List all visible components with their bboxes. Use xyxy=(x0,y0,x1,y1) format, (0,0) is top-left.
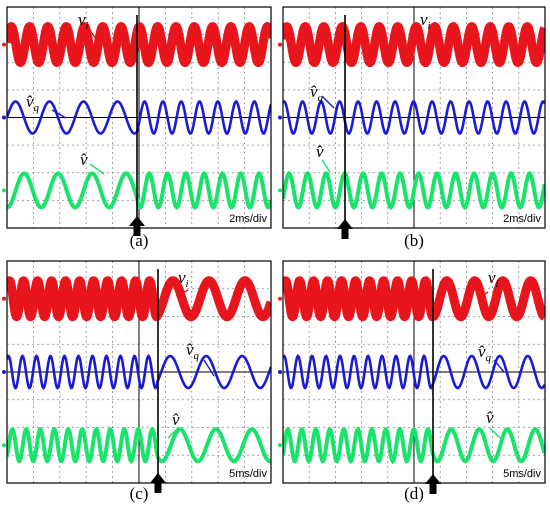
vhat-trace xyxy=(7,426,271,464)
vi-label: vi xyxy=(78,10,89,32)
channel-level-marker xyxy=(2,188,6,193)
label-pointer-arrow xyxy=(321,159,331,173)
vi-label: vi xyxy=(488,268,499,290)
label-pointer-arrow xyxy=(321,95,335,109)
scope-frame xyxy=(6,260,272,484)
channel-level-marker xyxy=(2,370,6,374)
vq-trace xyxy=(283,100,545,136)
vq-label: v̂q xyxy=(26,92,40,114)
label-pointer-arrow xyxy=(477,291,489,299)
event-arrow-icon xyxy=(425,474,441,494)
vq-trace xyxy=(7,354,271,390)
timebase-label: 2ms/div xyxy=(229,213,267,225)
label-pointer-arrow xyxy=(87,27,101,45)
label-pointer-arrow xyxy=(493,359,505,373)
vq-label: v̂q xyxy=(478,342,492,364)
channel-level-marker xyxy=(278,42,282,47)
vhat-label: v̂ xyxy=(316,142,324,161)
vhat-label: v̂ xyxy=(172,410,180,429)
vi-trace xyxy=(7,22,271,68)
label-pointer-arrow xyxy=(89,163,105,175)
scope-frame xyxy=(282,260,546,484)
label-pointer-arrow xyxy=(167,427,179,439)
channel-level-marker xyxy=(278,443,282,448)
channel-level-marker xyxy=(278,370,282,374)
vq-label: v̂q xyxy=(186,340,200,362)
panel-a: vi v̂q v̂ 2ms/div (a) xyxy=(2,6,272,250)
panel-caption: (c) xyxy=(130,484,149,503)
channel-level-marker xyxy=(278,188,282,193)
timebase-label: 5ms/div xyxy=(229,468,267,480)
vi-trace xyxy=(7,276,271,322)
vq-label: v̂q xyxy=(310,82,324,104)
event-arrow-icon xyxy=(129,216,145,236)
vi-label: vi xyxy=(420,10,431,32)
label-pointer-arrow xyxy=(51,109,67,119)
vhat-trace xyxy=(283,426,545,465)
vq-trace xyxy=(7,99,271,136)
vi-label: vi xyxy=(178,268,189,290)
vq-trace xyxy=(283,354,545,390)
channel-level-marker xyxy=(2,42,6,47)
vhat-trace xyxy=(283,170,545,210)
channel-level-marker xyxy=(278,115,282,120)
vhat-label: v̂ xyxy=(80,150,88,169)
channel-level-marker xyxy=(2,296,6,301)
panel-caption: (b) xyxy=(404,231,424,250)
panel-caption: (a) xyxy=(130,231,149,250)
label-pointer-arrow xyxy=(203,359,215,377)
panel-caption: (d) xyxy=(404,484,424,503)
vhat-label: v̂ xyxy=(486,408,494,427)
channel-level-marker xyxy=(2,115,6,120)
vi-trace xyxy=(283,22,545,68)
event-arrow-icon xyxy=(150,473,166,493)
scope-frame xyxy=(282,6,546,229)
event-arrow-icon xyxy=(337,219,353,239)
panel-c: vi v̂q v̂ 5ms/div (c) xyxy=(2,260,272,503)
channel-level-marker xyxy=(278,296,282,301)
vhat-trace xyxy=(7,171,271,210)
channel-level-marker xyxy=(2,443,6,448)
label-pointer-arrow xyxy=(489,427,501,439)
label-pointer-arrow xyxy=(175,289,189,297)
label-pointer-arrow xyxy=(409,29,421,47)
vi-trace xyxy=(283,276,545,322)
panel-d: vi v̂q v̂ 5ms/div (d) xyxy=(278,260,546,503)
panel-b: vi v̂q v̂ 2ms/div (b) xyxy=(278,6,546,250)
timebase-label: 2ms/div xyxy=(503,213,541,225)
timebase-label: 5ms/div xyxy=(503,468,541,480)
